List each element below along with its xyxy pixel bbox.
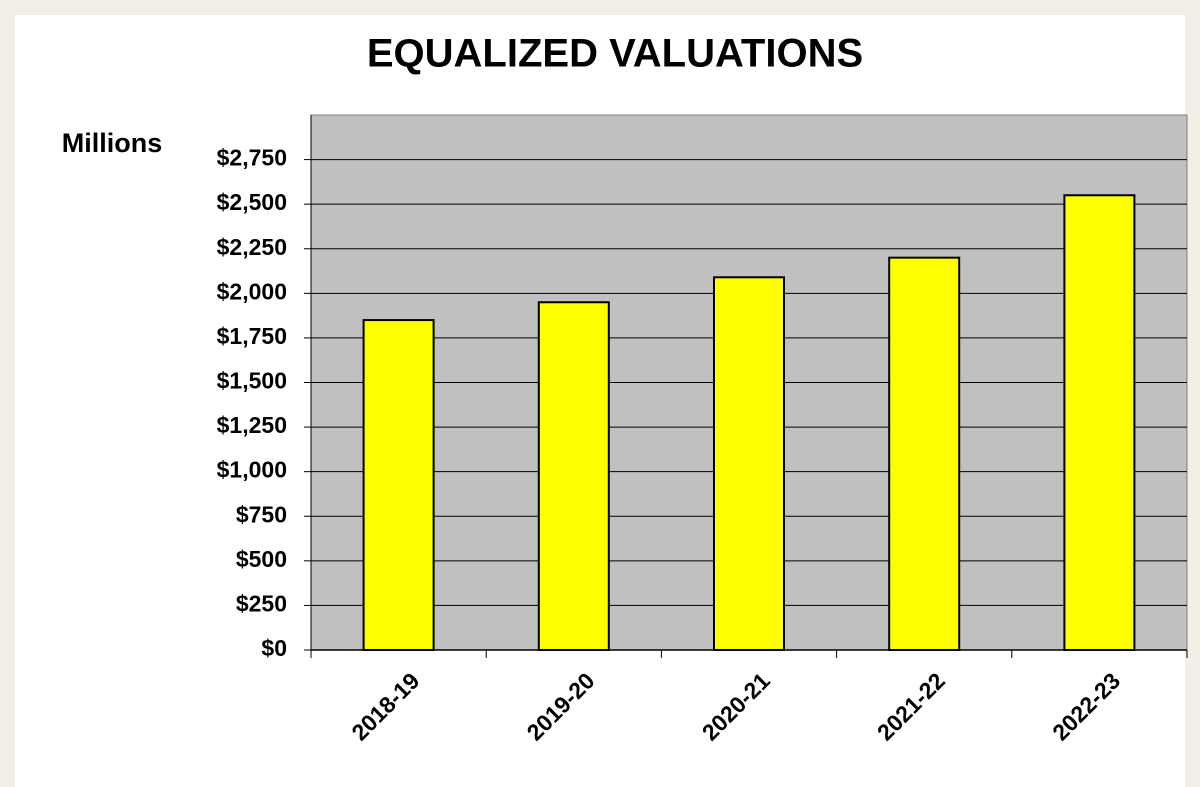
y-tick-label: $250 bbox=[236, 590, 287, 616]
bar bbox=[713, 276, 785, 651]
y-tick-label: $2,750 bbox=[217, 145, 287, 171]
y-tick-label: $2,000 bbox=[217, 278, 287, 304]
bar bbox=[362, 319, 435, 651]
bar bbox=[1063, 194, 1136, 651]
bar bbox=[537, 301, 610, 651]
bar bbox=[888, 256, 961, 651]
y-tick-label: $750 bbox=[236, 501, 287, 527]
y-tick-label: $1,750 bbox=[217, 323, 287, 349]
y-tick-label: $500 bbox=[236, 546, 287, 572]
chart-title: EQUALIZED VALUATIONS bbox=[367, 32, 863, 76]
y-tick-label: $1,500 bbox=[217, 368, 287, 394]
y-axis-label: Millions bbox=[62, 128, 163, 158]
y-tick-label: $1,000 bbox=[217, 457, 287, 483]
y-tick-label: $2,250 bbox=[217, 234, 287, 260]
y-tick-label: $0 bbox=[261, 635, 287, 661]
y-tick-label: $2,500 bbox=[217, 189, 287, 215]
y-tick-label: $1,250 bbox=[217, 412, 287, 438]
